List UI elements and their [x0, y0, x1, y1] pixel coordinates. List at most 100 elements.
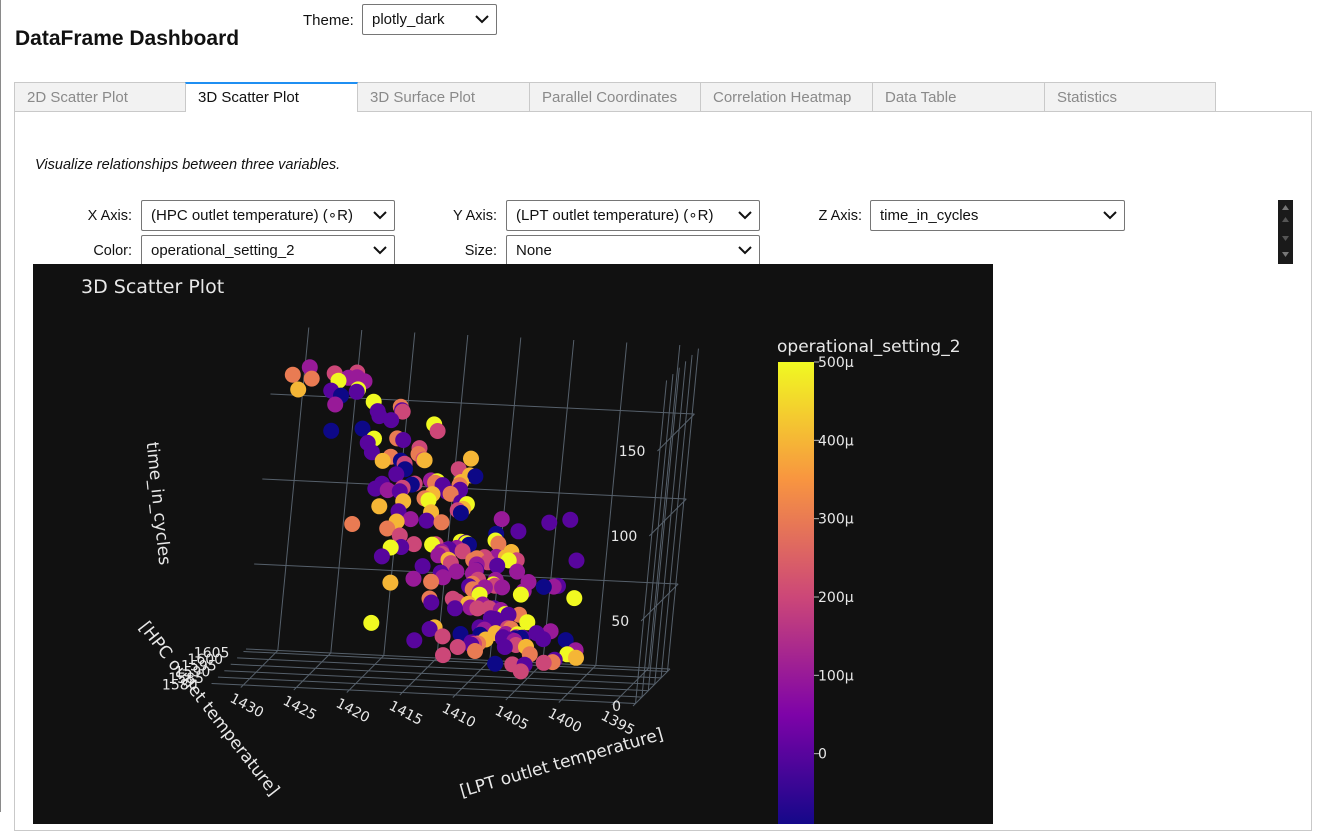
- data-point[interactable]: [568, 649, 584, 666]
- size-select[interactable]: None: [506, 235, 760, 266]
- data-point[interactable]: [512, 586, 529, 603]
- theme-select[interactable]: plotly_dark: [362, 4, 497, 35]
- y-gridline: [595, 342, 628, 666]
- data-point[interactable]: [423, 573, 440, 590]
- panel-description: Visualize relationships between three va…: [35, 157, 341, 173]
- data-point[interactable]: [423, 594, 440, 611]
- color-select[interactable]: operational_setting_2: [141, 235, 395, 266]
- y-gridline: [648, 344, 681, 669]
- tab-3d-scatter-plot[interactable]: 3D Scatter Plot: [185, 82, 358, 112]
- data-point[interactable]: [493, 511, 510, 528]
- data-point[interactable]: [463, 450, 479, 467]
- data-point[interactable]: [454, 543, 471, 560]
- data-point[interactable]: [394, 403, 411, 420]
- size-label: Size:: [464, 243, 497, 259]
- data-point[interactable]: [490, 535, 507, 552]
- data-point[interactable]: [489, 557, 506, 574]
- data-point[interactable]: [348, 383, 365, 400]
- x-gridline: [230, 663, 655, 685]
- data-point[interactable]: [433, 514, 450, 531]
- data-point[interactable]: [344, 516, 361, 532]
- data-point[interactable]: [379, 520, 396, 537]
- x-tick-label: 1580: [162, 677, 198, 693]
- data-point[interactable]: [469, 600, 486, 617]
- data-point[interactable]: [494, 579, 511, 596]
- x-tick-label: 1590: [175, 665, 211, 681]
- data-point[interactable]: [566, 590, 583, 607]
- data-point[interactable]: [383, 412, 400, 429]
- data-point[interactable]: [519, 614, 536, 631]
- data-point[interactable]: [414, 558, 431, 575]
- data-point[interactable]: [323, 422, 340, 439]
- z-gridline: [640, 583, 679, 622]
- data-point[interactable]: [562, 511, 579, 528]
- data-point[interactable]: [363, 444, 380, 461]
- data-point[interactable]: [510, 523, 527, 540]
- data-point[interactable]: [449, 639, 466, 655]
- data-point[interactable]: [420, 492, 437, 509]
- size-select-value: None: [516, 242, 552, 259]
- y-tick-label: 1425: [280, 693, 319, 724]
- data-point[interactable]: [290, 381, 307, 398]
- data-point[interactable]: [395, 432, 412, 448]
- data-point[interactable]: [496, 639, 513, 655]
- tab-correlation-heatmap[interactable]: Correlation Heatmap: [700, 82, 873, 111]
- data-point[interactable]: [467, 643, 483, 659]
- data-point[interactable]: [402, 511, 419, 528]
- data-point[interactable]: [284, 366, 301, 383]
- data-point[interactable]: [434, 628, 451, 645]
- y-axis-select[interactable]: (LPT outlet temperature) (∘R): [506, 200, 760, 231]
- data-point[interactable]: [363, 614, 380, 631]
- data-point[interactable]: [535, 654, 552, 671]
- data-point[interactable]: [418, 512, 435, 529]
- data-point[interactable]: [429, 423, 446, 439]
- data-point[interactable]: [447, 600, 463, 617]
- x-axis-select-value: (HPC outlet temperature) (∘R): [151, 207, 353, 224]
- data-point[interactable]: [568, 552, 585, 569]
- x-axis-select[interactable]: (HPC outlet temperature) (∘R): [141, 200, 395, 231]
- data-point[interactable]: [416, 452, 433, 469]
- y-tick-label: 1410: [439, 701, 478, 732]
- tab-statistics[interactable]: Statistics: [1044, 82, 1216, 111]
- tab-data-table[interactable]: Data Table: [872, 82, 1045, 111]
- tab-3d-surface-plot[interactable]: 3D Surface Plot: [357, 82, 530, 111]
- data-point[interactable]: [367, 480, 384, 497]
- data-point[interactable]: [406, 632, 423, 649]
- data-point[interactable]: [500, 606, 517, 623]
- panel-scrollbar[interactable]: [1278, 200, 1293, 264]
- tab-parallel-coordinates[interactable]: Parallel Coordinates: [529, 82, 701, 111]
- data-point[interactable]: [303, 370, 320, 387]
- data-point[interactable]: [535, 631, 552, 648]
- tab-2d-scatter-plot[interactable]: 2D Scatter Plot: [14, 82, 186, 111]
- data-point[interactable]: [452, 505, 469, 521]
- data-point[interactable]: [435, 647, 451, 664]
- data-point[interactable]: [388, 466, 405, 483]
- data-point[interactable]: [452, 626, 469, 642]
- data-point[interactable]: [379, 482, 396, 499]
- data-point[interactable]: [512, 663, 529, 680]
- app-title: DataFrame Dashboard: [15, 27, 240, 50]
- data-point[interactable]: [374, 452, 391, 469]
- data-point[interactable]: [405, 536, 422, 553]
- scatter-3d-chart[interactable]: 0 50 100 150 1580 1585 1590 1595 1600 1605 1430 142…: [33, 264, 993, 824]
- data-point[interactable]: [371, 498, 388, 515]
- z-tick-label: 150: [619, 444, 646, 460]
- data-point[interactable]: [541, 514, 558, 531]
- data-point[interactable]: [535, 578, 552, 595]
- data-point[interactable]: [487, 655, 504, 672]
- data-point[interactable]: [421, 621, 438, 637]
- data-point[interactable]: [327, 396, 344, 413]
- x-gridline: [224, 670, 649, 692]
- data-point[interactable]: [405, 570, 422, 587]
- data-point[interactable]: [373, 548, 390, 565]
- z-axis-select[interactable]: time_in_cycles: [870, 200, 1125, 231]
- data-point[interactable]: [557, 632, 574, 649]
- data-point[interactable]: [509, 563, 526, 580]
- data-point[interactable]: [354, 420, 371, 437]
- x-axis-label: X Axis:: [87, 208, 132, 224]
- data-point[interactable]: [382, 574, 399, 591]
- data-point[interactable]: [467, 468, 484, 485]
- data-point[interactable]: [448, 563, 465, 580]
